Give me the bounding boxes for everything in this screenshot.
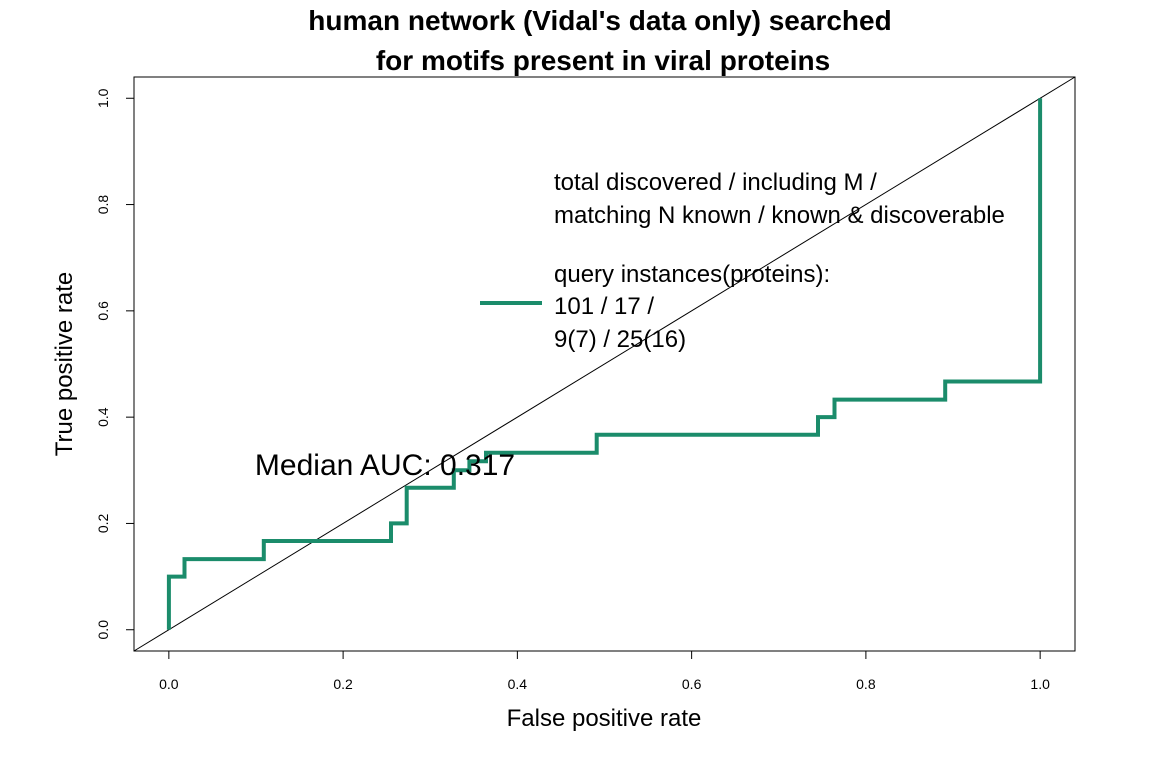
x-tick-label: 1.0 bbox=[1030, 676, 1050, 692]
legend: total discovered / including M / matchin… bbox=[480, 169, 1005, 353]
reference-diagonal bbox=[133, 76, 1076, 652]
y-tick-label: 0.6 bbox=[95, 301, 111, 321]
legend-line-2: matching N known / known & discoverable bbox=[554, 202, 1005, 229]
median-auc-annotation: Median AUC: 0.317 bbox=[255, 449, 515, 482]
legend-line-4: 101 / 17 / bbox=[554, 293, 654, 320]
legend-line-5: 9(7) / 25(16) bbox=[554, 326, 686, 353]
y-tick-label: 0.4 bbox=[95, 407, 111, 427]
x-tick-label: 0.6 bbox=[682, 676, 702, 692]
y-tick-label: 0.8 bbox=[95, 195, 111, 215]
x-tick-label: 0.4 bbox=[508, 676, 528, 692]
y-tick-label: 1.0 bbox=[95, 88, 111, 108]
y-axis: 0.0 0.2 0.4 0.6 0.8 1.0 bbox=[95, 88, 135, 640]
y-axis-label: True positive rate bbox=[51, 272, 78, 457]
roc-curve bbox=[166, 98, 1043, 630]
x-axis: 0.0 0.2 0.4 0.6 0.8 1.0 bbox=[159, 650, 1050, 692]
y-tick-label: 0.0 bbox=[95, 620, 111, 640]
x-tick-label: 0.8 bbox=[856, 676, 876, 692]
y-tick-label: 0.2 bbox=[95, 514, 111, 534]
x-axis-label: False positive rate bbox=[507, 705, 702, 732]
chart-title-line-1: human network (Vidal's data only) search… bbox=[308, 5, 891, 36]
x-tick-label: 0.0 bbox=[159, 676, 179, 692]
chart-title-line-2: for motifs present in viral proteins bbox=[376, 45, 830, 76]
legend-line-1: total discovered / including M / bbox=[554, 169, 877, 196]
x-tick-label: 0.2 bbox=[333, 676, 353, 692]
legend-line-3: query instances(proteins): bbox=[554, 261, 830, 288]
